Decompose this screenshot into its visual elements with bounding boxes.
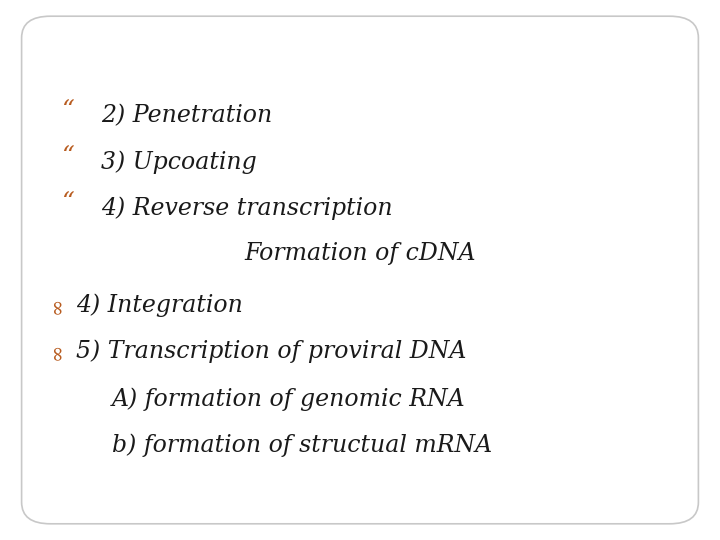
Text: 4) Reverse transcription: 4) Reverse transcription [101, 196, 392, 220]
Text: ∞: ∞ [47, 296, 66, 314]
Text: ∞: ∞ [47, 342, 66, 360]
Text: 4) Integration: 4) Integration [76, 293, 243, 317]
Text: A) formation of genomic RNA: A) formation of genomic RNA [112, 388, 465, 411]
Text: 3) Upcoating: 3) Upcoating [101, 150, 256, 174]
Text: “: “ [61, 145, 74, 168]
FancyBboxPatch shape [22, 16, 698, 524]
Text: 2) Penetration: 2) Penetration [101, 105, 272, 127]
Text: “: “ [61, 99, 74, 122]
Text: “: “ [61, 191, 74, 214]
Text: 5) Transcription of proviral DNA: 5) Transcription of proviral DNA [76, 339, 466, 363]
Text: b) formation of structual mRNA: b) formation of structual mRNA [112, 434, 492, 457]
Text: Formation of cDNA: Formation of cDNA [245, 242, 477, 265]
